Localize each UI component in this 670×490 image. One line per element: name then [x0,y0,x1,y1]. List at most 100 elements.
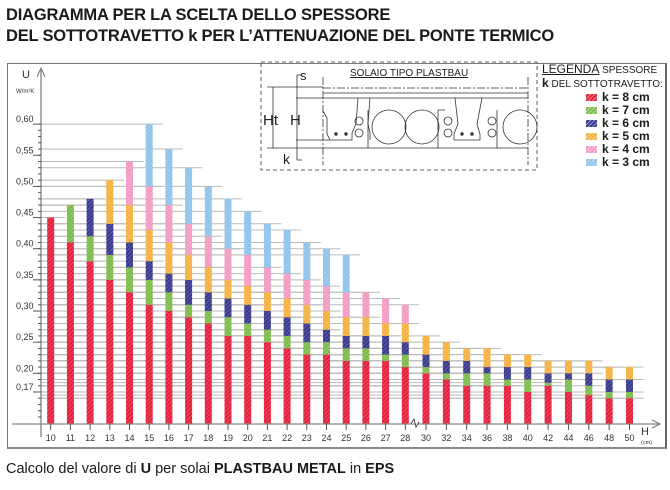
x-tick-label: 25 [341,433,351,443]
legend-item: k = 3 cm [586,155,650,169]
y-tick-label: 0,30 [16,301,34,311]
bar-hatch [204,267,212,293]
bar-hatch [626,379,633,392]
legend-swatch [586,119,597,127]
bar-hatch [185,254,193,280]
bar-hatch [503,385,511,424]
bar-hatch [263,292,271,311]
legend-label: k = 3 cm [602,155,650,169]
bar-hatch [244,254,252,287]
bar-hatch [463,373,471,386]
x-tick-label: 14 [124,433,134,443]
bar-hatch [145,261,153,280]
bar-hatch [382,354,390,361]
x-tick-label: 12 [85,433,95,443]
bar-hatch [145,279,153,305]
bar-hatch [323,342,330,355]
bar-hatch [66,205,74,243]
x-axis-label: H [641,426,649,438]
x-tick-label: 38 [502,433,512,443]
bar-hatch [126,205,133,243]
y-tick-label: 0,20 [16,363,34,373]
legend-heading-rest: SPESSORE [602,65,658,76]
diagram-label-ht: Ht [263,112,279,129]
bar-hatch [401,354,409,368]
x-tick-label: 50 [624,433,634,443]
bar-hatch [106,223,114,255]
bar-hatch [185,223,193,255]
bar-hatch [585,373,593,386]
x-tick-label: 16 [164,433,174,443]
bar-hatch [126,242,133,268]
bar-hatch [362,335,370,349]
bar-hatch [544,382,552,386]
bar-hatch [204,311,212,324]
x-tick-label: 34 [462,433,472,443]
bar-hatch [283,273,291,299]
bar-hatch [224,248,232,280]
bar-hatch [244,211,252,255]
x-tick-label: 21 [262,433,272,443]
y-tick-label: 0,55 [16,145,34,155]
caption-part: EPS [365,461,395,477]
bar-hatch [224,298,232,318]
bar-hatch [283,298,291,318]
bar-hatch [483,385,491,424]
x-axis-unit: (cm) [641,440,652,446]
x-tick-label: 48 [604,433,614,443]
x-tick-label: 19 [223,433,233,443]
bar-hatch [224,198,232,249]
bar-hatch [524,391,532,424]
bar-hatch [564,373,572,380]
x-tick-label: 30 [421,433,431,443]
bar-hatch [323,329,330,343]
caption: Calcolo del valore di U per solai PLASTB… [6,461,394,477]
bar-hatch [605,391,613,399]
bar-hatch [382,360,390,424]
bar-hatch [263,267,271,293]
bar-hatch [145,230,153,262]
bar-hatch [362,348,370,361]
legend-label: k = 8 cm [602,90,650,104]
bar-hatch [106,180,114,224]
bar-hatch [422,335,430,355]
bar-hatch [564,379,572,392]
legend-item: k = 6 cm [586,116,650,130]
bar-hatch [126,267,133,293]
bar-hatch [463,385,471,424]
caption-part: per solai [151,461,214,477]
bar-hatch [323,286,330,311]
bar-hatch [126,161,133,206]
bar-hatch [503,367,511,380]
x-tick-label: 10 [46,433,56,443]
bar-hatch [605,398,613,424]
bar-hatch [422,367,430,374]
legend: LEGENDA SPESSORE k DEL SOTTOTRAVETTO: k … [542,62,663,169]
x-tick-label: 20 [243,433,253,443]
bar-hatch [204,186,212,237]
bar-hatch [544,360,552,374]
bar-hatch [244,335,252,424]
bar-hatch [342,360,350,424]
legend-item: k = 8 cm [586,90,650,104]
bar-hatch [224,279,232,299]
bar-hatch [401,323,409,343]
legend-swatch [586,145,597,153]
bar-hatch [86,236,94,262]
bar-hatch [47,217,55,424]
bar-hatch [263,329,271,343]
bar-hatch [323,311,330,330]
y-tick-label: 0,60 [16,114,34,124]
legend-swatch [586,106,597,114]
bar-hatch [463,348,471,361]
bar-hatch [165,273,173,293]
bar-hatch [185,167,193,224]
bar-hatch [224,317,232,336]
bar-hatch [382,323,390,336]
bar-hatch [145,304,153,424]
bar-hatch [185,279,193,305]
bar-hatch [585,395,593,424]
x-tick-label: 32 [441,433,451,443]
caption-part: in [345,461,366,477]
